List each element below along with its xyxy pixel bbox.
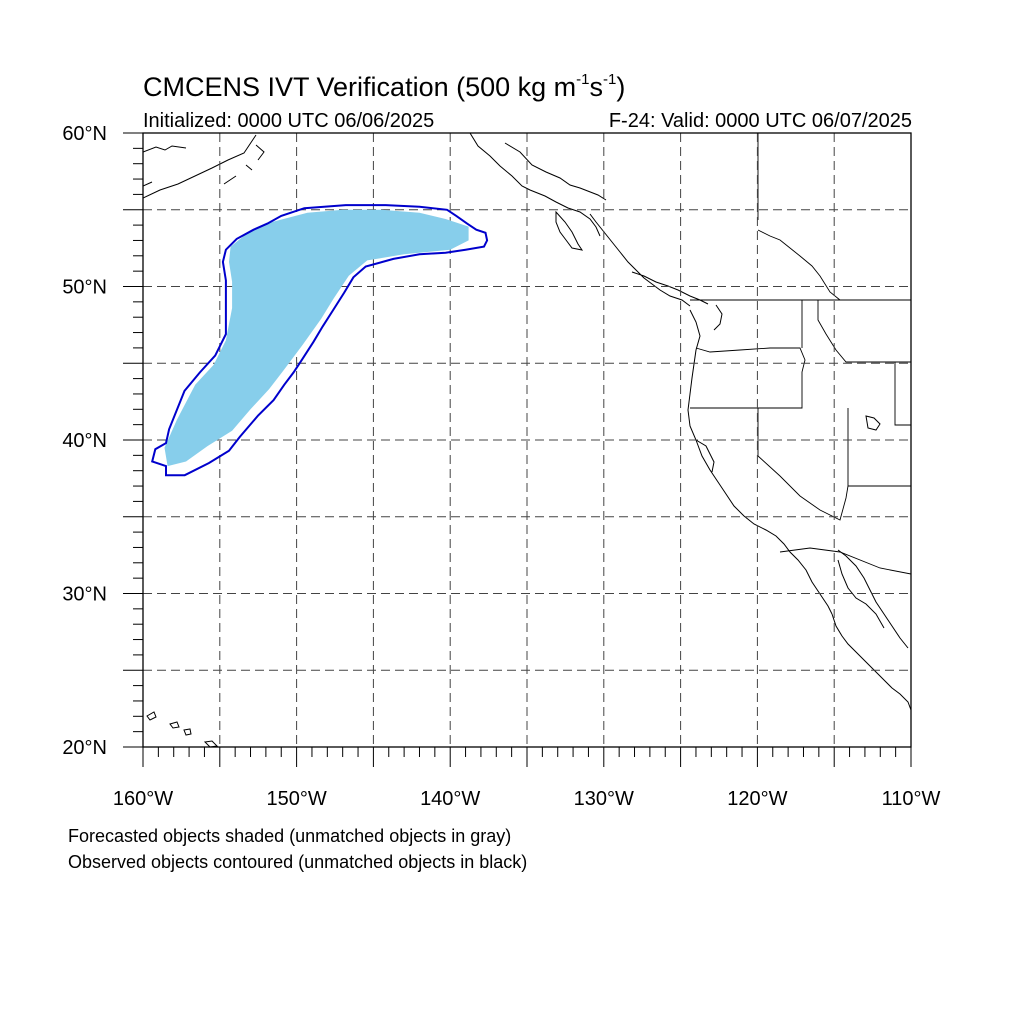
lat-tick-label: 30°N: [62, 584, 107, 606]
bc-coast: [555, 210, 723, 331]
forecast-object-shaded: [164, 209, 469, 467]
title-prefix: CMCENS IVT Verification (500 kg m: [143, 72, 577, 102]
lat-tick-label: 40°N: [62, 430, 107, 452]
lon-tick-label: 110°W: [882, 788, 941, 810]
observed-object-contour: [151, 204, 489, 477]
great-salt-lake: [865, 415, 881, 431]
lon-tick-label: 140°W: [420, 788, 480, 810]
lon-tick-label: 160°W: [113, 788, 173, 810]
graticule: [143, 133, 911, 747]
hawaii-islands: [146, 711, 219, 747]
chart-title: CMCENS IVT Verification (500 kg m-1s-1): [143, 71, 626, 103]
mexico-coast: [831, 549, 911, 711]
title-mid: s: [589, 72, 604, 102]
title-sup2: -1: [603, 71, 617, 88]
axis-labels: 160°W 150°W 140°W 130°W 120°W 110°W 20°N 30°N 40…: [62, 123, 940, 810]
lon-tick-label: 130°W: [574, 788, 634, 810]
lat-tick-label: 60°N: [62, 123, 107, 145]
title-suffix: ): [616, 72, 626, 102]
legend-note-observed: Observed objects contoured (unmatched ob…: [68, 852, 528, 872]
valid-time: F-24: Valid: 0000 UTC 06/07/2025: [608, 110, 912, 132]
lat-tick-label: 20°N: [62, 737, 107, 759]
ivt-objects: [151, 204, 489, 477]
legend-note-forecast: Forecasted objects shaded (unmatched obj…: [68, 826, 512, 846]
lon-tick-label: 150°W: [266, 788, 326, 810]
initialized-time: Initialized: 0000 UTC 06/06/2025: [143, 110, 435, 132]
coastlines: [143, 133, 911, 747]
state-boundaries: [690, 133, 911, 575]
us-west-coast: [687, 309, 833, 615]
lat-tick-label: 50°N: [62, 277, 107, 299]
alaska-coast: [143, 133, 607, 237]
title-sup1: -1: [576, 71, 590, 88]
lon-tick-label: 120°W: [727, 788, 787, 810]
axis-ticks: [123, 132, 912, 767]
